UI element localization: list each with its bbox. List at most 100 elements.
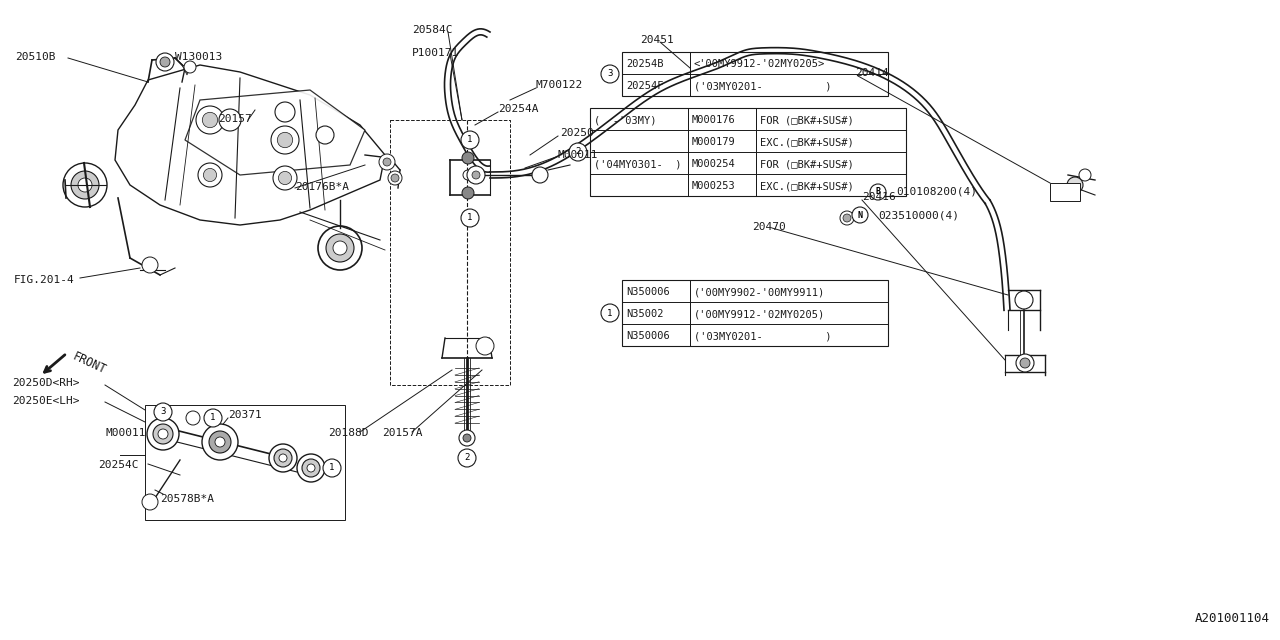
Circle shape xyxy=(156,53,174,71)
Text: ('03MY0201-          ): ('03MY0201- ) xyxy=(694,331,832,341)
Text: FOR (□BK#+SUS#): FOR (□BK#+SUS#) xyxy=(760,115,854,125)
Circle shape xyxy=(63,163,108,207)
Text: 2: 2 xyxy=(465,454,470,463)
Circle shape xyxy=(870,184,886,200)
Circle shape xyxy=(602,65,620,83)
Text: 023510000(4): 023510000(4) xyxy=(878,210,959,220)
Circle shape xyxy=(204,168,216,182)
Circle shape xyxy=(273,166,297,190)
Text: N350006: N350006 xyxy=(626,287,669,297)
Text: 3: 3 xyxy=(160,408,165,417)
Text: 1: 1 xyxy=(467,214,472,223)
Text: 20414: 20414 xyxy=(855,68,888,78)
Circle shape xyxy=(198,163,221,187)
Circle shape xyxy=(204,409,221,427)
Circle shape xyxy=(184,61,196,73)
Text: 20470: 20470 xyxy=(753,222,786,232)
Circle shape xyxy=(840,211,854,225)
Circle shape xyxy=(602,304,620,322)
Text: 1: 1 xyxy=(467,136,472,145)
Circle shape xyxy=(271,126,300,154)
Circle shape xyxy=(476,337,494,355)
Circle shape xyxy=(379,154,396,170)
Circle shape xyxy=(852,207,868,223)
Text: 1: 1 xyxy=(329,463,334,472)
Circle shape xyxy=(142,257,157,273)
Circle shape xyxy=(472,171,480,179)
Text: P100171: P100171 xyxy=(412,48,460,58)
Text: ('00MY9912-'02MY0205): ('00MY9912-'02MY0205) xyxy=(694,309,826,319)
Circle shape xyxy=(317,226,362,270)
Circle shape xyxy=(1079,169,1091,181)
Circle shape xyxy=(461,131,479,149)
Circle shape xyxy=(142,494,157,510)
Text: N350006: N350006 xyxy=(626,331,669,341)
Circle shape xyxy=(186,411,200,425)
Text: 20254C: 20254C xyxy=(99,460,138,470)
Text: N35002: N35002 xyxy=(626,309,663,319)
Circle shape xyxy=(390,174,399,182)
Text: M000254: M000254 xyxy=(692,159,736,169)
Text: 20250: 20250 xyxy=(561,128,594,138)
Text: M000176: M000176 xyxy=(692,115,736,125)
Circle shape xyxy=(279,172,292,184)
Text: ('00MY9902-'00MY9911): ('00MY9902-'00MY9911) xyxy=(694,287,826,297)
Text: 20254A: 20254A xyxy=(498,104,539,114)
Circle shape xyxy=(154,424,173,444)
Circle shape xyxy=(333,241,347,255)
Text: ('03MY0201-          ): ('03MY0201- ) xyxy=(694,81,832,91)
Circle shape xyxy=(462,187,474,199)
Text: 20176B*A: 20176B*A xyxy=(294,182,349,192)
Text: M700122: M700122 xyxy=(536,80,584,90)
Circle shape xyxy=(147,418,179,450)
Text: M000179: M000179 xyxy=(692,137,736,147)
Polygon shape xyxy=(186,90,365,175)
Circle shape xyxy=(467,166,485,184)
Circle shape xyxy=(274,449,292,467)
Text: 20510B: 20510B xyxy=(15,52,55,62)
Text: 3: 3 xyxy=(607,70,613,79)
Circle shape xyxy=(460,430,475,446)
Circle shape xyxy=(209,431,230,453)
Text: 20157: 20157 xyxy=(218,114,252,124)
Circle shape xyxy=(297,454,325,482)
Text: FIG.201-4: FIG.201-4 xyxy=(14,275,74,285)
Circle shape xyxy=(202,424,238,460)
Circle shape xyxy=(196,106,224,134)
Circle shape xyxy=(279,454,287,462)
Text: 1: 1 xyxy=(607,308,613,317)
Circle shape xyxy=(278,132,293,148)
Text: (  -'03MY): ( -'03MY) xyxy=(594,115,657,125)
Circle shape xyxy=(323,459,340,477)
Text: 20371: 20371 xyxy=(228,410,261,420)
Circle shape xyxy=(1015,291,1033,309)
Circle shape xyxy=(269,444,297,472)
Text: M00011: M00011 xyxy=(558,150,599,160)
Circle shape xyxy=(307,464,315,472)
Text: 20250E<LH>: 20250E<LH> xyxy=(12,396,79,406)
Circle shape xyxy=(463,170,474,180)
Circle shape xyxy=(463,434,471,442)
Circle shape xyxy=(1068,177,1083,193)
Circle shape xyxy=(316,126,334,144)
Text: M00011: M00011 xyxy=(105,428,146,438)
Circle shape xyxy=(275,102,294,122)
Text: 20584C: 20584C xyxy=(412,25,453,35)
Text: 20254B: 20254B xyxy=(626,59,663,69)
Circle shape xyxy=(202,112,218,128)
Circle shape xyxy=(570,143,588,161)
Circle shape xyxy=(1020,358,1030,368)
Text: 20416: 20416 xyxy=(861,192,896,202)
Text: 20254F: 20254F xyxy=(626,81,663,91)
Circle shape xyxy=(462,152,474,164)
Text: 1: 1 xyxy=(210,413,216,422)
Text: W130013: W130013 xyxy=(175,52,223,62)
Circle shape xyxy=(461,209,479,227)
Circle shape xyxy=(383,158,390,166)
Text: FRONT: FRONT xyxy=(70,350,108,377)
Circle shape xyxy=(388,171,402,185)
Circle shape xyxy=(215,437,225,447)
Text: 2: 2 xyxy=(575,147,581,157)
Circle shape xyxy=(326,234,355,262)
Circle shape xyxy=(160,57,170,67)
